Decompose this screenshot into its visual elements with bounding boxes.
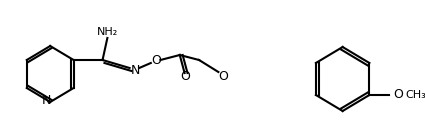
Text: O: O bbox=[218, 70, 228, 84]
Text: O: O bbox=[394, 89, 403, 101]
Text: NH₂: NH₂ bbox=[97, 27, 118, 37]
Text: O: O bbox=[181, 70, 190, 84]
Text: CH₃: CH₃ bbox=[405, 90, 425, 100]
Text: N: N bbox=[130, 64, 140, 76]
Text: O: O bbox=[152, 54, 162, 66]
Text: N: N bbox=[42, 94, 51, 106]
